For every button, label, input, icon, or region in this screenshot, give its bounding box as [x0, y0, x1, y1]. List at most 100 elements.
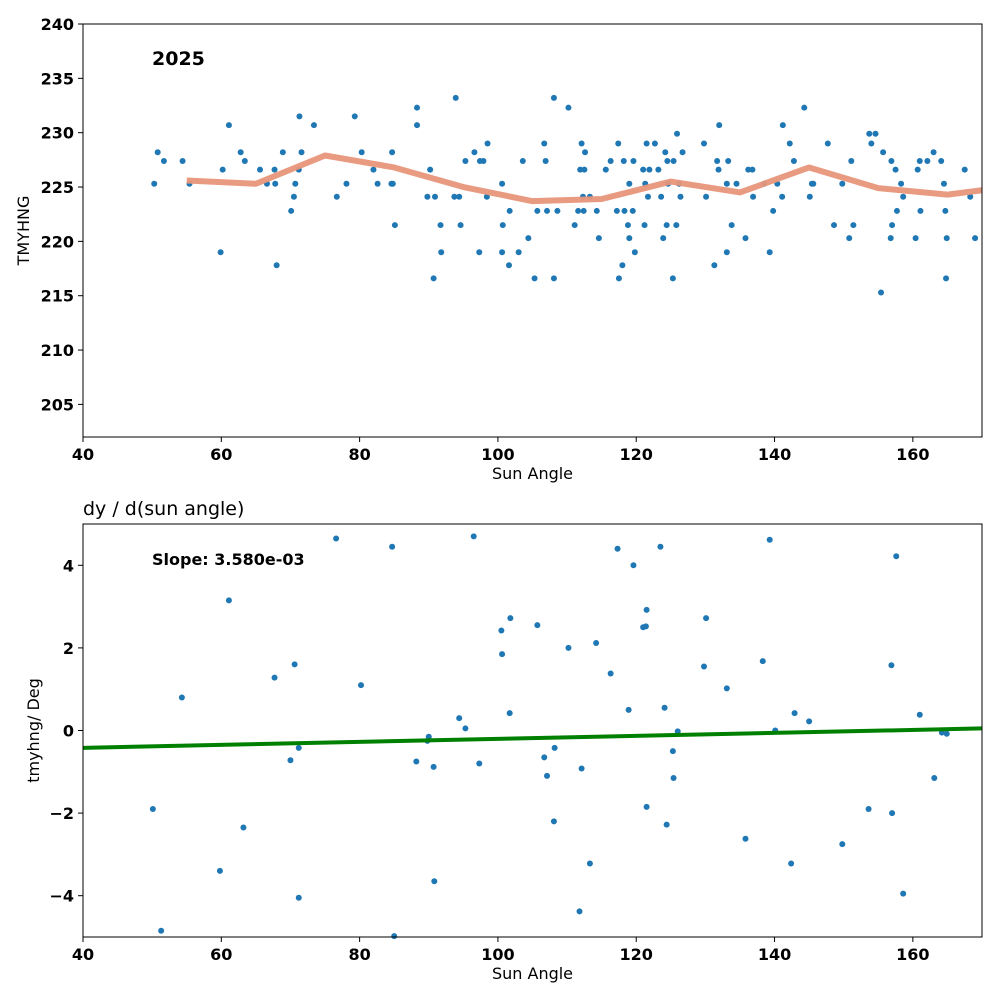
top-data-point [670, 157, 677, 164]
top-data-point [716, 122, 723, 129]
top-data-point [766, 249, 773, 256]
top-data-point [499, 222, 506, 229]
top-data-point [677, 193, 684, 200]
top-data-point [801, 104, 808, 111]
bottom-y-tick-label: −2 [49, 804, 74, 823]
top-data-point [257, 166, 264, 173]
top-data-point [615, 275, 622, 282]
bottom-data-point [413, 758, 420, 765]
bottom-data-point [389, 543, 396, 550]
top-data-point [151, 180, 158, 187]
bottom-fit-line [82, 726, 983, 750]
top-data-point [456, 193, 463, 200]
top-data-point [868, 140, 875, 147]
top-data-point [499, 180, 506, 187]
top-data-point [615, 140, 622, 147]
top-data-point [531, 275, 538, 282]
bottom-y-tick-label: 2 [63, 639, 74, 658]
top-data-point [602, 166, 609, 173]
bottom-data-point [333, 535, 340, 542]
top-data-point [725, 157, 732, 164]
top-data-point [351, 113, 358, 120]
top-data-point [643, 140, 650, 147]
bottom-data-point [431, 878, 438, 885]
top-data-point [641, 222, 648, 229]
top-data-point [452, 94, 459, 101]
top-x-tick-label: 120 [620, 445, 653, 464]
top-data-point [343, 180, 350, 187]
bottom-data-point [670, 774, 677, 781]
bottom-x-tick-label: 40 [72, 945, 94, 964]
top-data-point [878, 289, 885, 296]
top-data-point [577, 166, 584, 173]
bottom-data-point [742, 835, 749, 842]
top-data-point [525, 235, 532, 242]
top-data-point [506, 207, 513, 214]
bottom-data-point [788, 860, 795, 867]
top-annotation: 2025 [152, 48, 205, 70]
top-data-point [930, 149, 937, 156]
top-data-point [848, 157, 855, 164]
top-data-point [219, 166, 226, 173]
bottom-data-point [550, 818, 557, 825]
bottom-data-point [576, 908, 583, 915]
top-data-point [779, 122, 786, 129]
top-data-point [451, 193, 458, 200]
top-x-tick-label: 40 [72, 445, 94, 464]
top-data-point [917, 207, 924, 214]
top-data-point [779, 193, 786, 200]
top-data-point [310, 122, 317, 129]
top-data-point [701, 140, 708, 147]
bottom-data-point [295, 744, 302, 751]
top-data-point [480, 157, 487, 164]
top-data-point [806, 193, 813, 200]
bottom-data-point [291, 661, 298, 668]
bottom-data-point [476, 760, 483, 767]
top-data-point [714, 157, 721, 164]
bottom-points-layer [149, 533, 950, 940]
top-data-point [389, 180, 396, 187]
bottom-data-point [657, 543, 664, 550]
top-data-point [790, 157, 797, 164]
bottom-data-point [456, 715, 463, 722]
top-data-point [912, 235, 919, 242]
top-x-tick-label: 140 [758, 445, 791, 464]
top-y-tick-label: 230 [41, 124, 74, 143]
top-y-tick-label: 220 [41, 232, 74, 251]
top-data-point [749, 166, 756, 173]
top-data-point [831, 222, 838, 229]
bottom-data-point [178, 694, 185, 701]
top-data-point [571, 222, 578, 229]
bottom-y-axis-label: tmyhng/ Deg [24, 678, 43, 783]
bottom-x-tick-label: 160 [896, 945, 929, 964]
top-y-tick-label: 240 [41, 15, 74, 34]
top-data-point [333, 193, 340, 200]
bottom-data-point [225, 597, 232, 604]
top-data-point [898, 180, 905, 187]
top-data-point [296, 113, 303, 120]
top-data-point [662, 149, 669, 156]
bottom-data-point [759, 658, 766, 665]
bottom-data-point [661, 704, 668, 711]
bottom-x-ticks: 40 60 80 100 120 140 160 [72, 937, 930, 964]
top-data-point [742, 235, 749, 242]
bottom-data-point [766, 536, 773, 543]
top-data-point [916, 157, 923, 164]
top-chart: 40 60 80 100 120 140 160 205 210 215 220 225 230 235… [14, 15, 983, 483]
top-data-point [541, 140, 548, 147]
top-data-point [646, 166, 653, 173]
bottom-data-point [703, 615, 710, 622]
top-data-point [872, 130, 879, 137]
bottom-data-point [593, 639, 600, 646]
top-data-point [674, 130, 681, 137]
top-data-point [750, 193, 757, 200]
top-data-point [893, 207, 900, 214]
top-data-point [160, 157, 167, 164]
top-data-point [575, 207, 582, 214]
top-data-point [593, 207, 600, 214]
top-data-point [967, 193, 974, 200]
bottom-data-point [669, 748, 676, 755]
bottom-data-point [791, 710, 798, 717]
bottom-data-point [916, 711, 923, 718]
top-data-point [179, 157, 186, 164]
